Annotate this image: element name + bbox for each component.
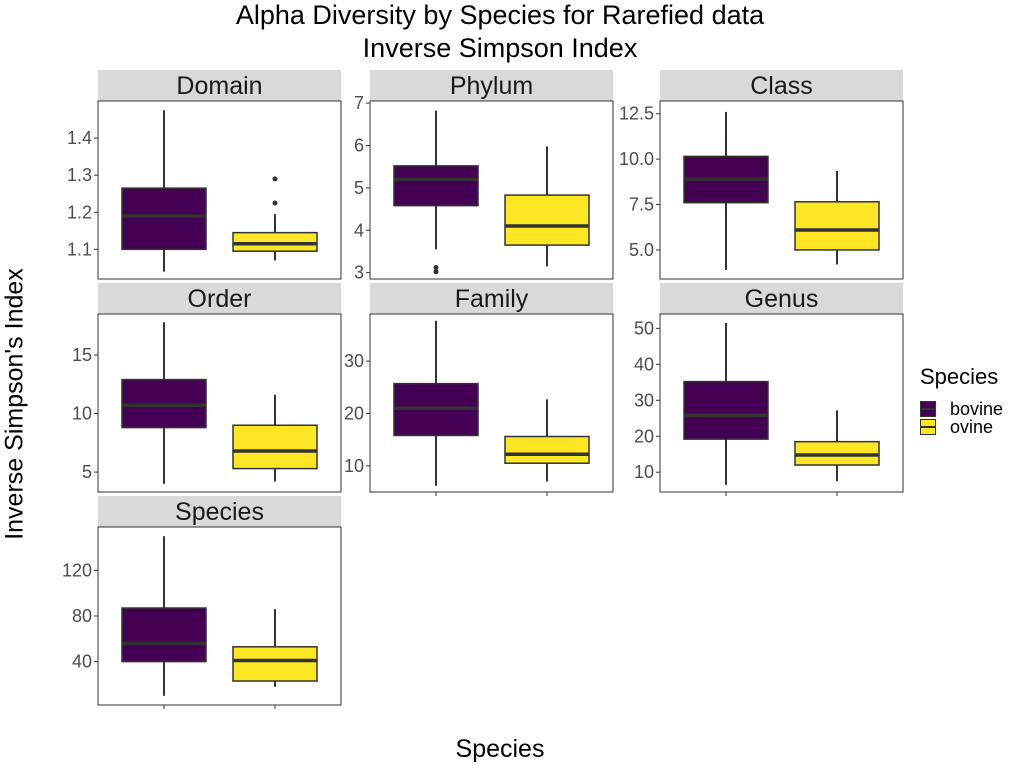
legend: Species bovine ovine [920, 364, 1004, 437]
outlier-point [433, 269, 439, 275]
legend-item-bovine: bovine [920, 398, 1004, 419]
facet-label: Order [188, 285, 252, 313]
y-tick-label: 20 [344, 403, 364, 423]
y-tick-label: 4 [354, 220, 364, 240]
y-tick-label: 20 [634, 426, 654, 446]
box-bovine [121, 187, 207, 251]
facet-label: Class [750, 72, 813, 100]
y-tick-label: 1.1 [67, 239, 92, 259]
y-tick-label: 80 [72, 606, 92, 626]
outlier-point [272, 200, 278, 206]
legend-key-ovine [920, 419, 936, 435]
y-tick-label: 30 [344, 351, 364, 371]
y-tick-label: 10 [72, 404, 92, 424]
y-tick-label: 15 [72, 345, 92, 365]
facet-label: Domain [176, 72, 262, 100]
box-ovine [504, 194, 590, 246]
y-tick-label: 6 [354, 136, 364, 156]
chart-subtitle: Inverse Simpson Index [362, 33, 638, 63]
facet-label: Species [175, 498, 264, 526]
legend-key-bovine [920, 401, 936, 417]
facet-label: Family [455, 285, 529, 313]
y-tick-label: 7.5 [629, 195, 654, 215]
outlier-point [272, 176, 278, 182]
y-tick-label: 3 [354, 263, 364, 283]
facet-strip [660, 70, 903, 101]
y-tick-label: 1.3 [67, 165, 92, 185]
y-tick-label: 10 [344, 456, 364, 476]
box-ovine [232, 424, 318, 470]
outlier-point [433, 265, 439, 271]
box-ovine [232, 646, 318, 682]
y-tick-label: 10 [634, 462, 654, 482]
box-bovine [393, 165, 479, 207]
y-tick-label: 7 [354, 93, 364, 113]
legend-label: bovine [950, 398, 1004, 419]
y-axis-title: Inverse Simpson's Index [0, 268, 29, 540]
box-bovine [683, 380, 769, 440]
box-ovine [504, 435, 590, 464]
y-tick-label: 5 [82, 462, 92, 482]
box-ovine [794, 201, 880, 251]
y-tick-label: 10.0 [619, 149, 654, 169]
facet-strip [370, 70, 613, 101]
y-tick-label: 5.0 [629, 240, 654, 260]
y-tick-label: 50 [634, 318, 654, 338]
legend-item-ovine: ovine [920, 416, 1003, 437]
facet-label: Genus [745, 285, 819, 313]
y-tick-label: 40 [634, 354, 654, 374]
box-bovine [121, 378, 207, 429]
y-tick-label: 1.2 [67, 202, 92, 222]
facet-strip [98, 283, 341, 314]
legend-label: ovine [950, 416, 994, 437]
legend-title: Species [920, 364, 999, 389]
facet-strip [370, 283, 613, 314]
box-ovine [232, 231, 318, 252]
y-tick-label: 40 [72, 652, 92, 672]
box-bovine [121, 607, 207, 663]
facet-label: Phylum [450, 72, 533, 100]
y-tick-label: 5 [354, 178, 364, 198]
facet-strip [660, 283, 903, 314]
facet-strip [98, 496, 341, 527]
y-tick-label: 30 [634, 390, 654, 410]
y-tick-label: 120 [62, 560, 92, 580]
y-tick-label: 1.4 [67, 128, 92, 148]
x-axis-title: Species [455, 735, 545, 763]
chart-title: Alpha Diversity by Species for Rarefied … [235, 0, 765, 30]
y-tick-label: 12.5 [619, 104, 654, 124]
facet-strip [98, 70, 341, 101]
